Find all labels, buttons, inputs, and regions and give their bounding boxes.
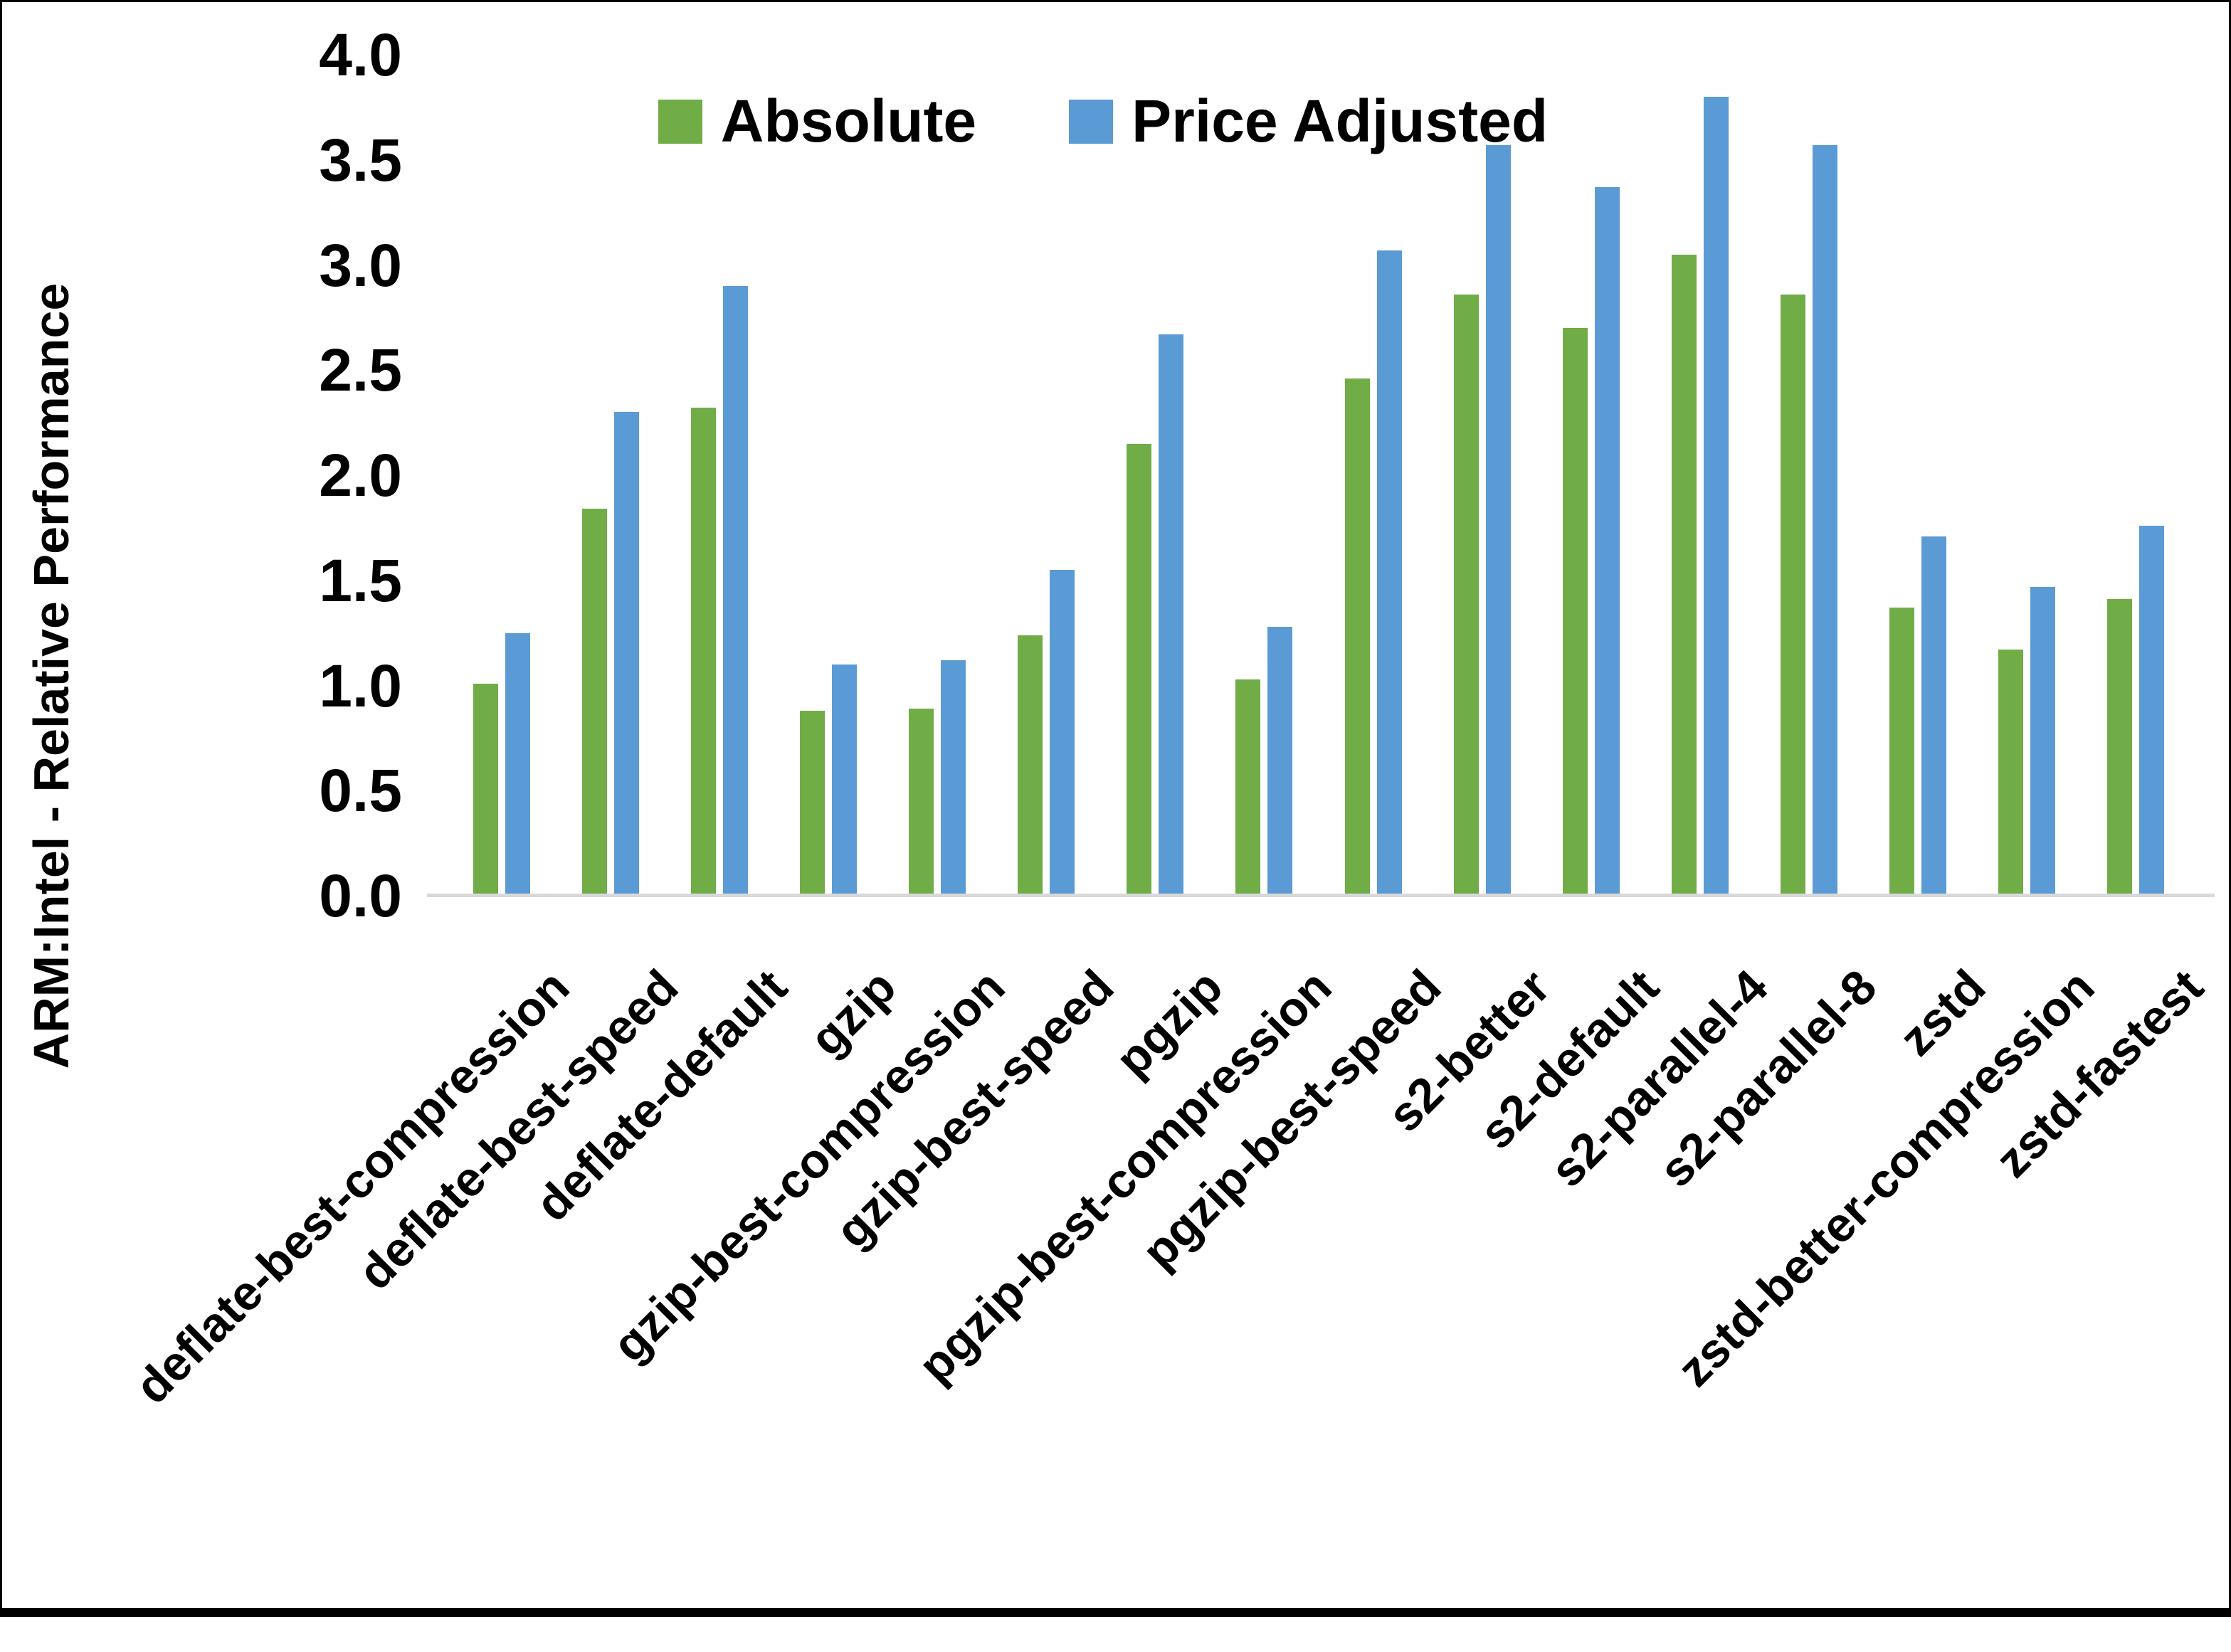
- bar-group: [1645, 55, 1754, 896]
- bar-absolute: [1671, 254, 1697, 896]
- bar-price-adjusted: [941, 660, 966, 896]
- bar-group: [1210, 55, 1319, 896]
- bar-group: [883, 55, 992, 896]
- plot-area: [447, 55, 2190, 896]
- bar-price-adjusted: [1703, 97, 1729, 896]
- bar-group: [992, 55, 1101, 896]
- bar-group: [1319, 55, 1428, 896]
- bar-absolute: [1453, 294, 1479, 896]
- bar-price-adjusted: [613, 412, 639, 896]
- bar-group: [1864, 55, 1973, 896]
- bar-absolute: [1781, 294, 1806, 896]
- legend: Absolute Price Adjusted: [0, 87, 2206, 156]
- y-tick-label: 1.0: [319, 652, 402, 719]
- bar-absolute: [473, 683, 498, 896]
- legend-item: Absolute: [658, 87, 976, 156]
- legend-item: Price Adjusted: [1069, 87, 1548, 156]
- bar-price-adjusted: [831, 664, 857, 896]
- bar-price-adjusted: [1813, 145, 1838, 896]
- bar-absolute: [909, 709, 934, 896]
- y-tick-label: 0.0: [319, 862, 402, 929]
- bar-group: [665, 55, 774, 896]
- bar-absolute: [2107, 599, 2133, 896]
- legend-label: Absolute: [720, 88, 977, 154]
- bar-price-adjusted: [2139, 525, 2165, 896]
- legend-swatch-icon: [658, 99, 702, 144]
- bar-price-adjusted: [1376, 250, 1402, 896]
- bar-price-adjusted: [1921, 536, 1947, 896]
- bar-group: [1101, 55, 1210, 896]
- y-axis-title: ARM:Intel - Relative Performance: [23, 282, 79, 1069]
- bar-price-adjusted: [1485, 145, 1511, 896]
- y-tick-label: 3.5: [319, 126, 402, 194]
- bar-price-adjusted: [1159, 334, 1184, 896]
- bar-absolute: [1889, 608, 1915, 896]
- bar-absolute: [581, 509, 607, 896]
- bar-group: [1428, 55, 1536, 896]
- bar-group: [556, 55, 665, 896]
- bar-absolute: [1344, 378, 1370, 896]
- bar-price-adjusted: [1050, 569, 1075, 896]
- bar-price-adjusted: [1267, 626, 1293, 896]
- legend-label: Price Adjusted: [1132, 88, 1549, 154]
- bar-absolute: [1562, 328, 1588, 896]
- bar-group: [1973, 55, 2082, 896]
- bar-price-adjusted: [1594, 187, 1620, 896]
- y-tick-label: 3.0: [319, 231, 402, 299]
- bar-absolute: [1127, 443, 1152, 896]
- bar-group: [1755, 55, 1864, 896]
- y-tick-label: 2.0: [319, 442, 402, 509]
- bar-price-adjusted: [2030, 586, 2056, 896]
- bar-group: [1536, 55, 1645, 896]
- y-tick-label: 0.5: [319, 757, 402, 825]
- bar-group: [774, 55, 882, 896]
- bar-absolute: [799, 710, 825, 896]
- bar-price-adjusted: [722, 286, 748, 896]
- y-tick-label: 4.0: [319, 21, 402, 88]
- legend-swatch-icon: [1069, 99, 1114, 144]
- y-tick-label: 2.5: [319, 337, 402, 404]
- bar-group: [447, 55, 556, 896]
- bar-absolute: [1018, 635, 1043, 896]
- bar-absolute: [1998, 650, 2024, 896]
- y-tick-label: 1.5: [319, 546, 402, 614]
- bar-absolute: [690, 408, 716, 896]
- bar-absolute: [1235, 679, 1261, 896]
- x-axis-line: [427, 894, 2215, 897]
- bar-group: [2082, 55, 2190, 896]
- bar-price-adjusted: [505, 632, 530, 896]
